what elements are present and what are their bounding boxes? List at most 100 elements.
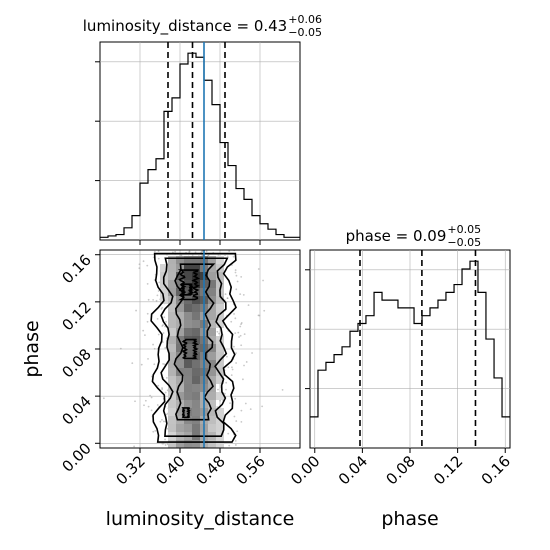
panel-frame: [99, 41, 301, 241]
density-cell: [168, 408, 176, 416]
sample-point: [233, 313, 235, 315]
sample-point: [159, 420, 162, 423]
sample-point: [164, 391, 167, 394]
sample-point: [216, 406, 219, 408]
grid-lines: [310, 250, 510, 448]
density-cell: [168, 424, 176, 432]
sample-point: [142, 329, 145, 332]
sample-point: [157, 384, 160, 387]
contour-core-small: [180, 283, 195, 296]
density-cell: [208, 288, 216, 296]
density-cell: [176, 440, 184, 448]
sample-point: [157, 257, 160, 260]
sample-point: [165, 413, 168, 416]
sample-point: [235, 274, 238, 277]
density-cell: [192, 320, 200, 328]
density-cell: [168, 368, 176, 376]
sample-point: [162, 324, 164, 326]
sample-point: [242, 293, 245, 296]
density-contours: [150, 252, 237, 443]
density-cell: [208, 312, 216, 320]
sample-point: [235, 362, 238, 364]
title-equals: =: [232, 17, 254, 35]
sample-point: [228, 250, 231, 253]
sample-point: [163, 316, 166, 319]
density-cell: [216, 424, 224, 432]
sample-point: [225, 381, 228, 384]
sample-point: [138, 267, 141, 270]
sample-point: [233, 345, 235, 348]
contour-core-lower: [181, 338, 200, 360]
density-cell: [168, 256, 176, 264]
density-cell: [192, 392, 200, 400]
density-cell: [208, 320, 216, 328]
title-param: phase: [346, 227, 391, 245]
luminosity-distance-histogram-panel: luminosity_distance = 0.43 +0.06 −0.05: [83, 13, 322, 245]
sample-point: [144, 399, 147, 402]
density-cell: [208, 400, 216, 408]
grid-lines: [100, 42, 300, 240]
density-cell: [216, 360, 224, 368]
sample-point: [150, 396, 153, 399]
sample-point: [235, 352, 237, 355]
density-cell: [192, 408, 200, 416]
sample-point: [188, 251, 191, 253]
density-cell: [192, 400, 200, 408]
sample-point: [229, 402, 231, 405]
density-cell: [168, 400, 176, 408]
density-cell: [168, 280, 176, 288]
density-cell: [216, 352, 224, 360]
density-cell: [176, 344, 184, 352]
density-cell: [168, 304, 176, 312]
luminosity-distance-title: luminosity_distance = 0.43: [83, 17, 287, 36]
sample-point: [233, 415, 236, 418]
sample-point: [205, 250, 208, 253]
sample-point: [164, 438, 166, 441]
sample-point: [236, 430, 239, 433]
sample-point: [165, 320, 167, 323]
density-cell: [176, 272, 184, 280]
density-cell: [184, 376, 192, 384]
density-cell: [208, 416, 216, 424]
density-cell: [208, 392, 216, 400]
density-cell: [216, 344, 224, 352]
sample-point: [261, 405, 264, 408]
density-cell: [192, 368, 200, 376]
sample-point: [224, 254, 226, 256]
sample-point: [234, 269, 237, 271]
x-tick-label: 0.48: [192, 452, 228, 488]
density-cell: [208, 328, 216, 336]
sample-point: [224, 293, 227, 296]
sample-point: [162, 363, 165, 365]
histogram-step-line: [310, 260, 510, 418]
density-cell: [184, 328, 192, 336]
sample-point: [156, 404, 159, 406]
density-cell: [168, 384, 176, 392]
density-cell: [184, 256, 192, 264]
density-cell: [176, 424, 184, 432]
sample-point: [231, 368, 234, 371]
density-cell: [216, 320, 224, 328]
axis-ticks: [95, 61, 261, 245]
x-tick-label: 0.08: [382, 452, 418, 488]
x-tick-label: 0.04: [335, 452, 371, 488]
sample-point: [234, 317, 237, 320]
title-median: 0.09: [413, 227, 446, 245]
density-cell: [160, 288, 168, 296]
quantile-lines: [359, 250, 477, 448]
density-cell: [168, 328, 176, 336]
density-cell: [184, 320, 192, 328]
density-cell: [208, 336, 216, 344]
sample-point: [135, 309, 137, 312]
density-cell: [192, 328, 200, 336]
density-cell: [208, 352, 216, 360]
sample-point: [234, 444, 237, 446]
sample-point: [217, 388, 219, 391]
density-cell: [208, 360, 216, 368]
sample-point: [164, 346, 167, 349]
sample-point: [150, 409, 153, 412]
sample-point: [217, 253, 220, 256]
density-cell: [176, 352, 184, 360]
sample-point: [156, 317, 159, 320]
density-cell: [176, 288, 184, 296]
